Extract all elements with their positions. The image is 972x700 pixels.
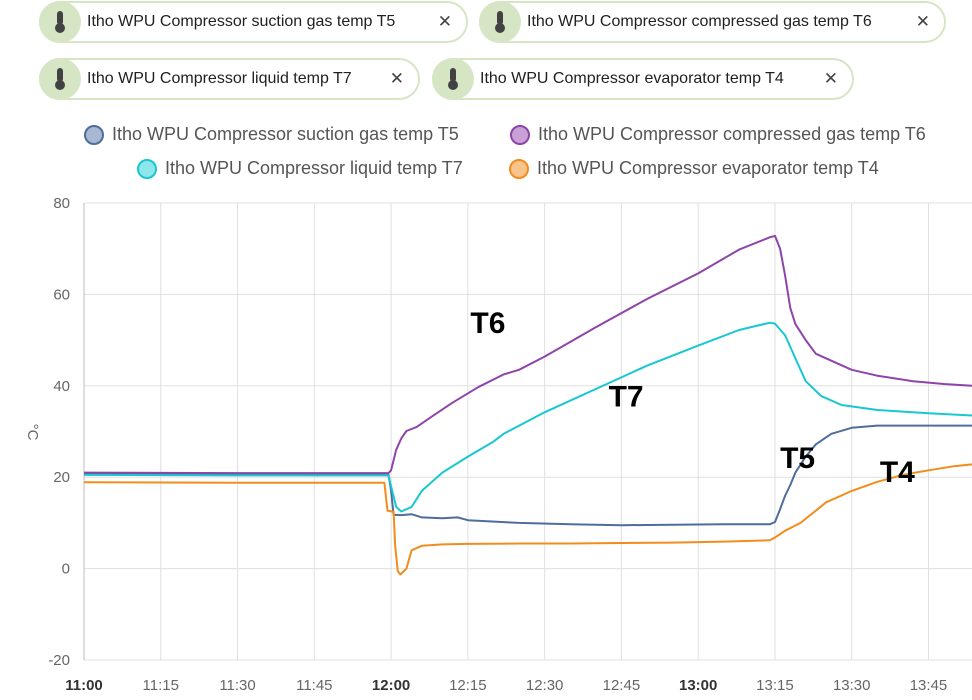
legend-swatch bbox=[510, 124, 530, 145]
x-tick-label: 11:30 bbox=[219, 677, 255, 694]
x-tick-label: 11:15 bbox=[143, 677, 179, 694]
entity-chip-t4[interactable]: Itho WPU Compressor evaporator temp T4 ✕ bbox=[432, 58, 854, 100]
legend-item-t4[interactable]: Itho WPU Compressor evaporator temp T4 bbox=[509, 158, 879, 179]
entity-chip-t5[interactable]: Itho WPU Compressor suction gas temp T5 … bbox=[39, 1, 468, 43]
y-tick-label: 0 bbox=[62, 561, 70, 578]
x-axis: 11:00 11:15 11:30 11:45 12:00 12:15 12:30 12:45… bbox=[65, 677, 947, 694]
entity-chip-t7[interactable]: Itho WPU Compressor liquid temp T7 ✕ bbox=[39, 58, 420, 100]
close-icon[interactable]: ✕ bbox=[823, 69, 838, 88]
close-icon[interactable]: ✕ bbox=[437, 12, 452, 31]
chart-annotations: T6 T7 T5 T4 bbox=[470, 307, 915, 489]
thermometer-icon bbox=[39, 58, 81, 100]
x-tick-label: 12:45 bbox=[603, 677, 641, 694]
y-tick-label: 40 bbox=[53, 378, 70, 395]
y-tick-label: 60 bbox=[53, 286, 70, 303]
legend-label: Itho WPU Compressor liquid temp T7 bbox=[165, 158, 463, 178]
y-tick-label: -20 bbox=[48, 652, 70, 669]
legend-item-t7[interactable]: Itho WPU Compressor liquid temp T7 bbox=[137, 158, 463, 179]
y-tick-label: 20 bbox=[53, 469, 70, 486]
series-line-t6[interactable] bbox=[83, 234, 972, 475]
y-axis-label: °C bbox=[24, 424, 41, 441]
x-tick-label: 11:00 bbox=[65, 677, 103, 694]
legend-item-t5[interactable]: Itho WPU Compressor suction gas temp T5 bbox=[84, 124, 459, 145]
legend-swatch bbox=[509, 158, 529, 179]
close-icon[interactable]: ✕ bbox=[915, 12, 930, 31]
entity-chip-label: Itho WPU Compressor compressed gas temp … bbox=[527, 13, 872, 30]
annotation-t7: T7 bbox=[609, 380, 644, 413]
thermometer-icon bbox=[39, 1, 81, 43]
y-axis: 80 60 40 20 0 -20 bbox=[48, 195, 70, 669]
entity-chip-label: Itho WPU Compressor suction gas temp T5 bbox=[87, 13, 396, 30]
legend-item-t6[interactable]: Itho WPU Compressor compressed gas temp … bbox=[510, 124, 926, 145]
close-icon[interactable]: ✕ bbox=[389, 69, 404, 88]
entity-chip-t6[interactable]: Itho WPU Compressor compressed gas temp … bbox=[479, 1, 946, 43]
x-tick-label: 13:15 bbox=[756, 677, 794, 694]
entity-chip-label: Itho WPU Compressor evaporator temp T4 bbox=[480, 70, 784, 87]
chart-grid bbox=[83, 202, 972, 661]
annotation-t6: T6 bbox=[470, 307, 505, 340]
x-tick-label: 12:00 bbox=[372, 677, 410, 694]
legend-swatch bbox=[137, 158, 157, 179]
legend-label: Itho WPU Compressor evaporator temp T4 bbox=[537, 158, 879, 178]
x-tick-label: 12:30 bbox=[526, 677, 564, 694]
chart-series bbox=[83, 234, 972, 576]
x-tick-label: 13:00 bbox=[679, 677, 717, 694]
legend-label: Itho WPU Compressor suction gas temp T5 bbox=[112, 124, 459, 144]
series-line-t7[interactable] bbox=[83, 321, 972, 513]
annotation-t4: T4 bbox=[880, 456, 915, 489]
legend-label: Itho WPU Compressor compressed gas temp … bbox=[538, 124, 926, 144]
annotation-t5: T5 bbox=[780, 442, 815, 475]
series-line-t5[interactable] bbox=[83, 424, 972, 527]
x-tick-label: 12:15 bbox=[449, 677, 487, 694]
legend-swatch bbox=[84, 124, 104, 145]
thermometer-icon bbox=[479, 1, 521, 43]
y-tick-label: 80 bbox=[53, 195, 70, 212]
entity-chip-bar: Itho WPU Compressor suction gas temp T5 … bbox=[0, 0, 972, 110]
x-tick-label: 13:30 bbox=[833, 677, 871, 694]
x-tick-label: 11:45 bbox=[296, 677, 332, 694]
series-line-t4[interactable] bbox=[83, 463, 972, 576]
x-tick-label: 13:45 bbox=[910, 677, 948, 694]
entity-chip-label: Itho WPU Compressor liquid temp T7 bbox=[87, 70, 352, 87]
thermometer-icon bbox=[432, 58, 474, 100]
